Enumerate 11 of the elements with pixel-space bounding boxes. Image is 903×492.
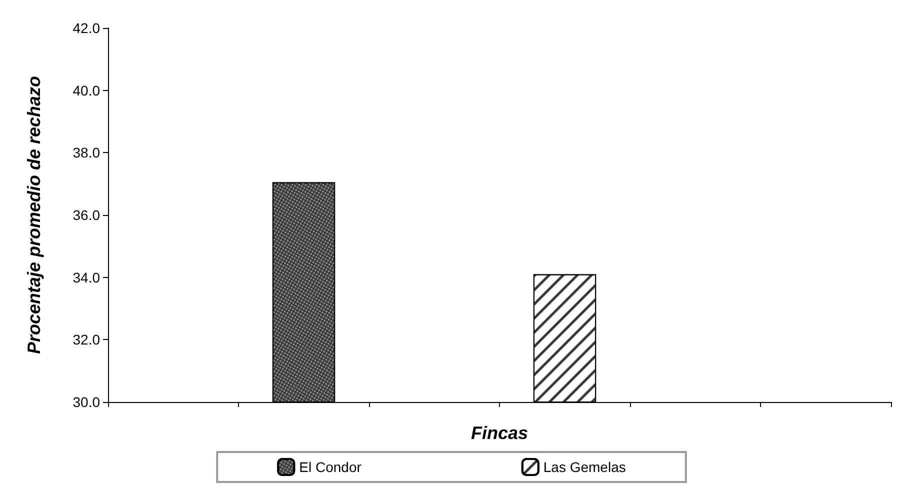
y-tick-label: 34.0: [72, 269, 100, 286]
legend-label: Las Gemelas: [543, 459, 626, 475]
y-tick-label: 40.0: [72, 82, 100, 98]
y-tick-label: 42.0: [72, 20, 100, 36]
y-tick-label: 36.0: [72, 207, 100, 223]
y-axis-title: Procentaje promedio de rechazo: [24, 76, 44, 354]
x-axis-title: Fincas: [470, 423, 528, 443]
y-tick-label: 32.0: [72, 332, 100, 348]
y-tick-label: 30.0: [72, 394, 100, 410]
y-tick-label: 38.0: [72, 144, 100, 161]
legend-label: El Condor: [299, 459, 362, 475]
